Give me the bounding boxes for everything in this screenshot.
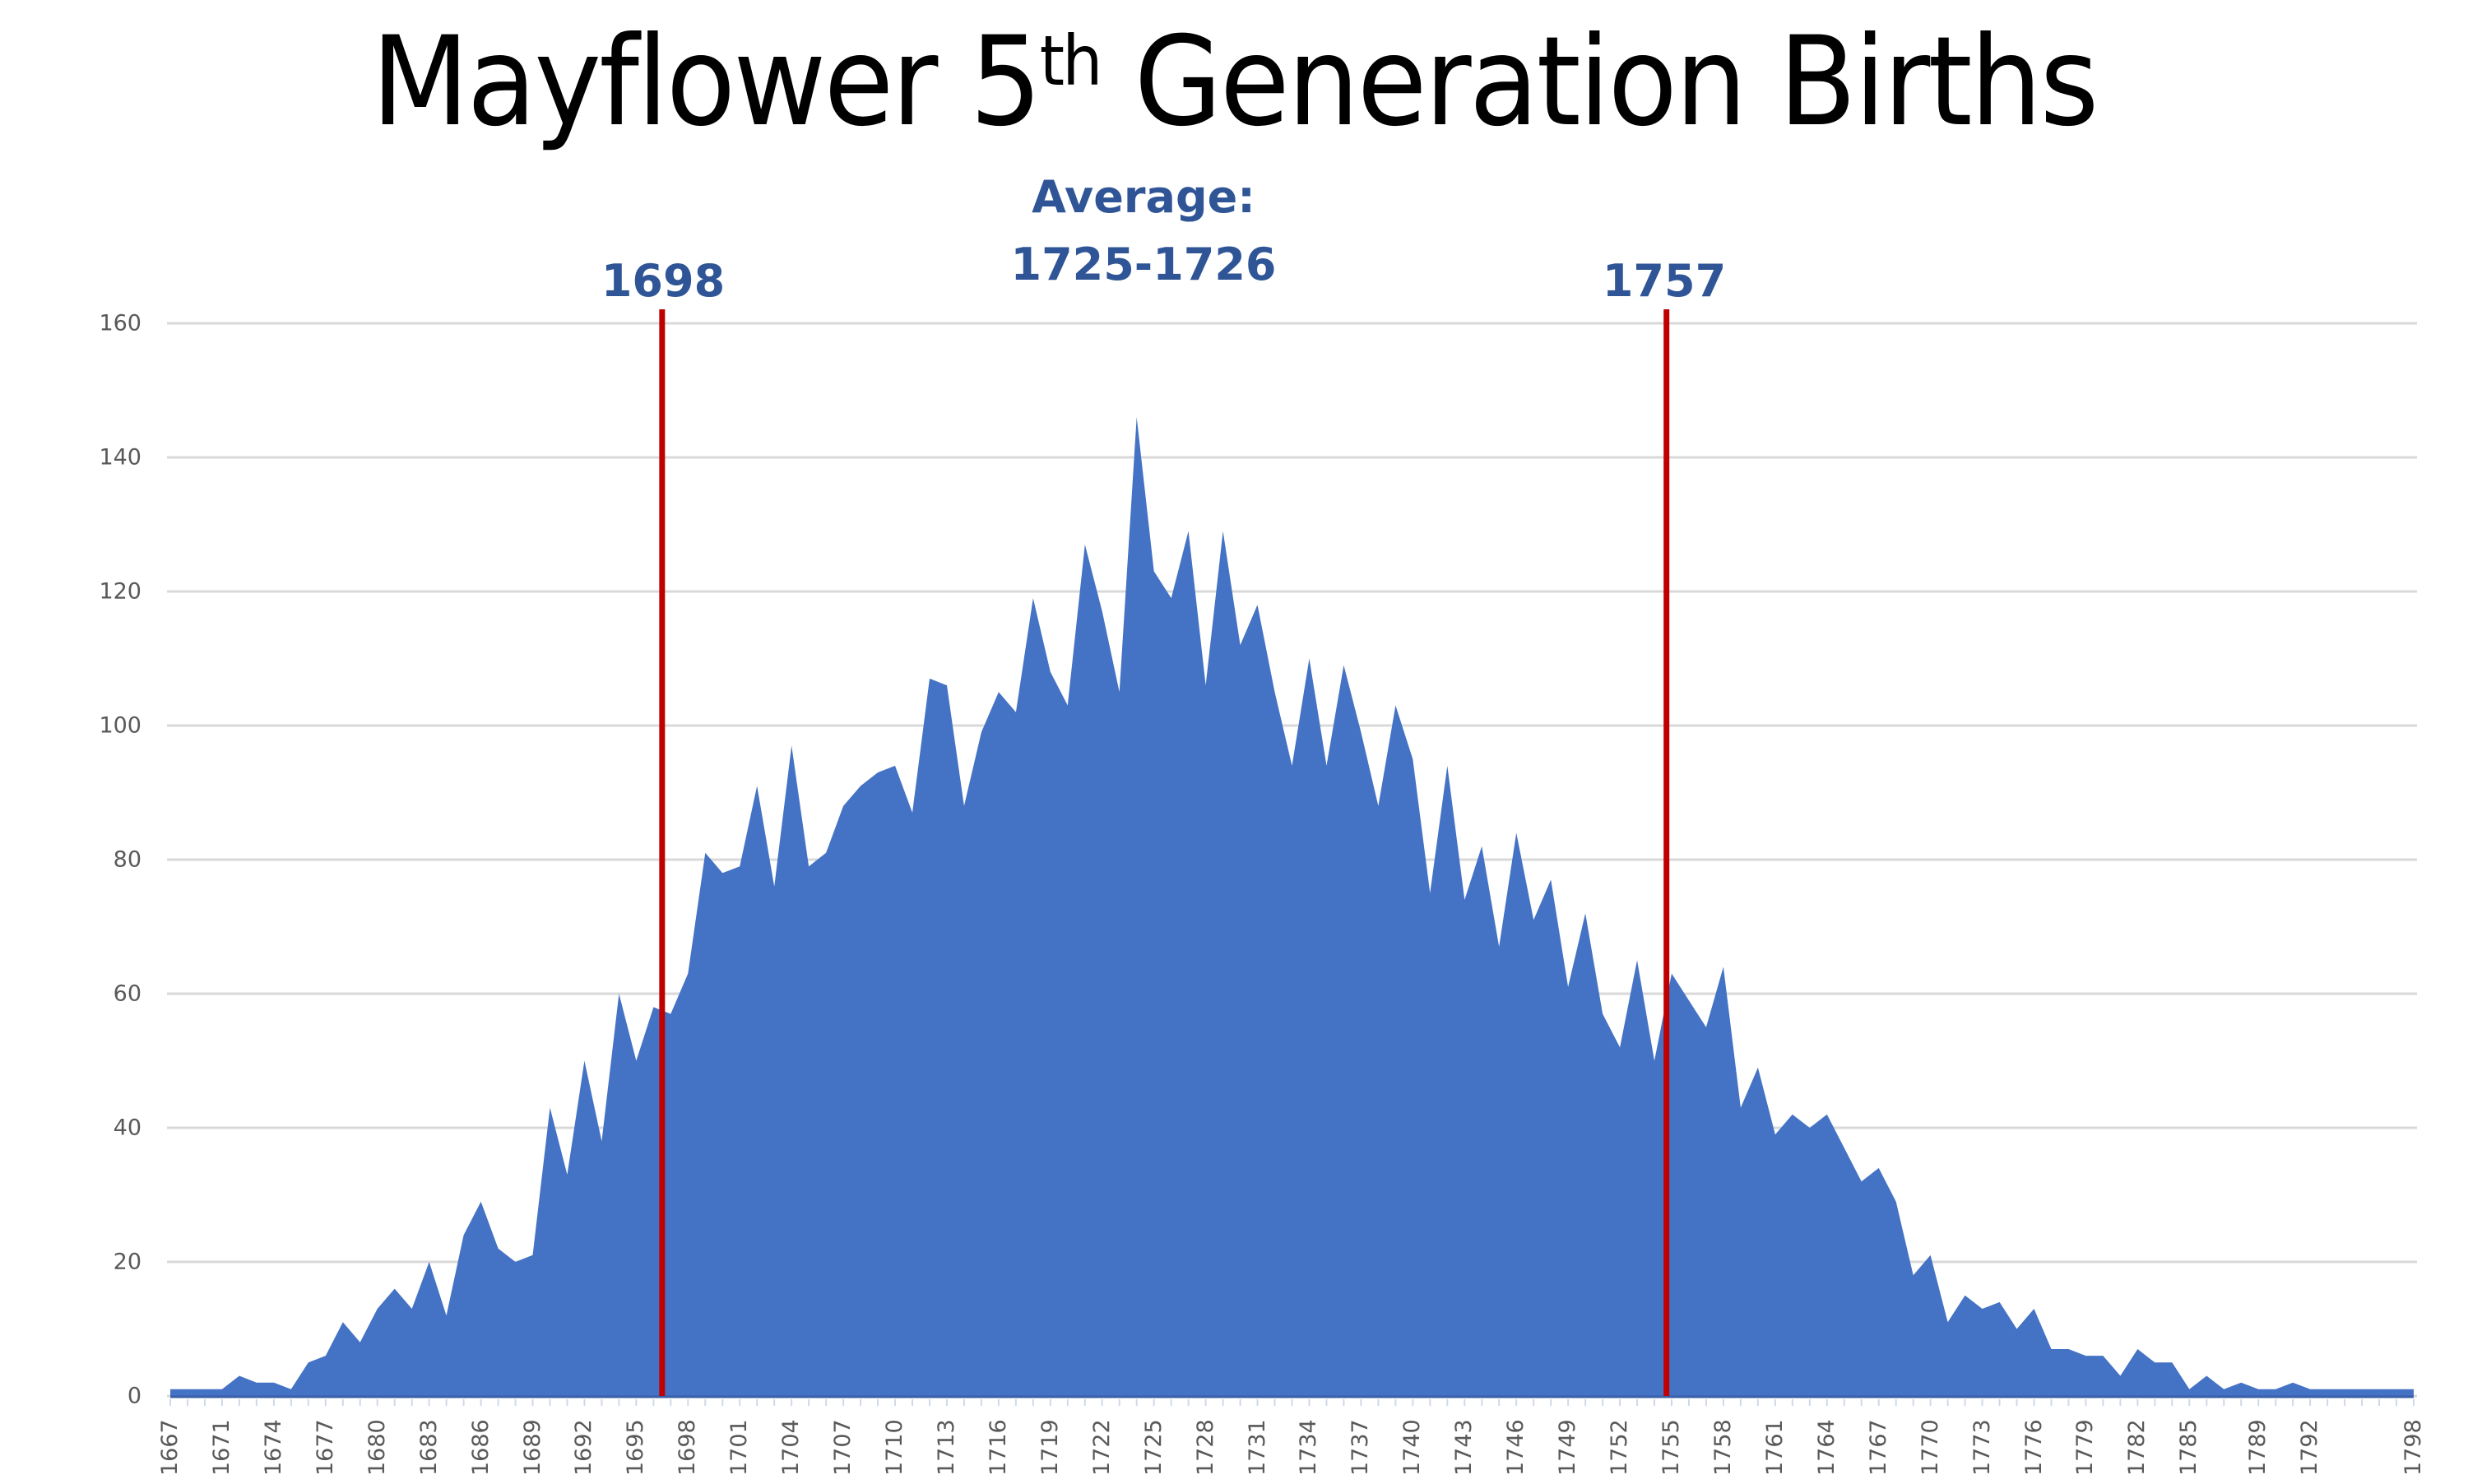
x-tick-label: 1746 (1503, 1419, 1529, 1476)
x-tick-label: 1667 (157, 1419, 183, 1476)
x-tick-label: 1707 (830, 1419, 856, 1476)
x-tick-label: 1710 (882, 1419, 908, 1476)
x-tick-label: 1740 (1399, 1419, 1426, 1476)
x-tick-label: 1789 (2245, 1419, 2271, 1476)
y-tick-label: 160 (99, 310, 141, 336)
y-tick-label: 120 (99, 578, 141, 605)
x-tick-label: 1767 (1865, 1419, 1891, 1476)
x-tick-label: 1671 (208, 1419, 234, 1476)
x-tick-label: 1695 (623, 1419, 649, 1476)
x-tick-label: 1683 (415, 1419, 442, 1476)
y-tick-label: 60 (113, 981, 141, 1007)
x-tick-label: 1758 (1710, 1419, 1736, 1476)
x-tick-label: 1689 (519, 1419, 545, 1476)
y-tick-label: 140 (99, 444, 141, 471)
title-superscript: th (1039, 21, 1103, 101)
x-tick-label: 1761 (1761, 1419, 1788, 1476)
x-tick-label: 1773 (1969, 1419, 1995, 1476)
left-line-label: 1698 (601, 255, 726, 307)
y-tick-label: 20 (113, 1249, 141, 1275)
x-tick-label: 1782 (2124, 1419, 2150, 1476)
x-tick-label: 1698 (675, 1419, 701, 1476)
x-tick-label: 1776 (2020, 1419, 2047, 1476)
x-tick-label: 1713 (933, 1419, 959, 1476)
y-tick-label: 100 (99, 712, 141, 739)
y-tick-label: 40 (113, 1115, 141, 1141)
chart-title: Mayflower 5th Generation Births (99, 15, 2369, 151)
x-tick-label: 1674 (260, 1419, 286, 1476)
x-tick-label: 1734 (1296, 1419, 1322, 1476)
x-tick-label: 1680 (364, 1419, 390, 1476)
x-tick-label: 1731 (1244, 1419, 1270, 1476)
average-range-label: 1725-1726 (1010, 239, 1277, 290)
x-tick-label: 1792 (2297, 1419, 2323, 1476)
x-tick-label: 1722 (1088, 1419, 1115, 1476)
x-tick-label: 1686 (467, 1419, 494, 1476)
x-tick-label: 1692 (571, 1419, 597, 1476)
right-line-label: 1757 (1602, 255, 1727, 307)
x-tick-label: 1785 (2176, 1419, 2202, 1476)
x-tick-label: 1728 (1192, 1419, 1218, 1476)
y-tick-label: 80 (113, 846, 141, 873)
x-tick-label: 1704 (778, 1419, 805, 1476)
x-tick-label: 1752 (1607, 1419, 1633, 1476)
births-area (170, 417, 2414, 1397)
x-tick-label: 1764 (1813, 1419, 1839, 1476)
x-tick-label: 1743 (1451, 1419, 1478, 1476)
x-tick-label: 1725 (1140, 1419, 1167, 1476)
y-tick-label: 0 (127, 1383, 141, 1409)
x-tick-label: 1719 (1037, 1419, 1063, 1476)
x-tick-label: 1755 (1658, 1419, 1684, 1476)
x-tick-label: 1749 (1555, 1419, 1581, 1476)
x-tick-label: 1770 (1917, 1419, 1943, 1476)
x-tick-label: 1737 (1348, 1419, 1374, 1476)
x-tick-label: 1716 (985, 1419, 1011, 1476)
title-text-a: Mayflower 5 (371, 11, 1041, 154)
title-text-b: Generation Births (1100, 11, 2099, 154)
average-label: Average: (1032, 171, 1255, 223)
x-tick-label: 1701 (726, 1419, 753, 1476)
x-tick-label: 1798 (2401, 1419, 2426, 1476)
x-tick-label: 1779 (2072, 1419, 2099, 1476)
x-tick-label: 1677 (312, 1419, 338, 1476)
